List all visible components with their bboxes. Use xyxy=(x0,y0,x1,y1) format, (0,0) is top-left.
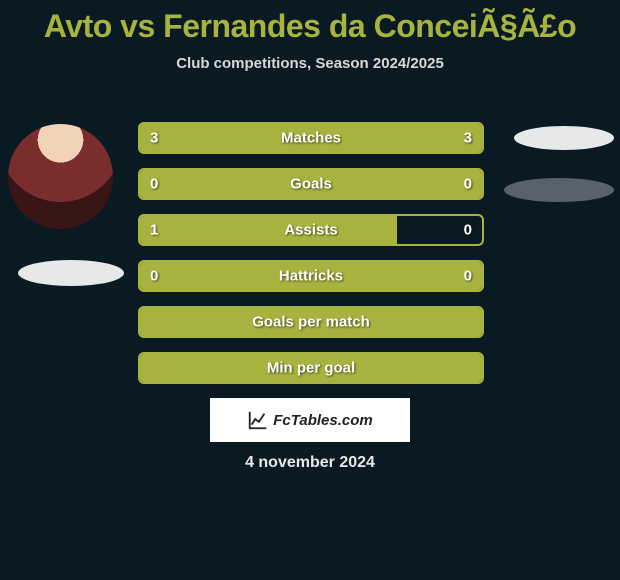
player-left-avatar xyxy=(8,124,113,229)
stat-value-right: 0 xyxy=(464,268,472,285)
chart-icon xyxy=(247,409,269,431)
stat-bar-left xyxy=(140,170,482,198)
stat-row: Min per goal xyxy=(138,352,484,384)
watermark: FcTables.com xyxy=(210,398,410,442)
stat-row: 10Assists xyxy=(138,214,484,246)
stat-value-right: 3 xyxy=(464,130,472,147)
player-left-shadow xyxy=(18,260,124,286)
page-title: Avto vs Fernandes da ConceiÃ§Ã£o xyxy=(0,0,620,45)
stats-container: 33Matches00Goals10Assists00HattricksGoal… xyxy=(138,122,484,398)
stat-row: Goals per match xyxy=(138,306,484,338)
stat-row: 00Hattricks xyxy=(138,260,484,292)
stat-value-left: 0 xyxy=(150,268,158,285)
stat-bar-left xyxy=(140,308,482,336)
stat-row: 33Matches xyxy=(138,122,484,154)
stat-bar-left xyxy=(140,216,397,244)
stat-value-left: 0 xyxy=(150,176,158,193)
stat-value-left: 3 xyxy=(150,130,158,147)
stat-bar-left xyxy=(140,262,482,290)
stat-value-right: 0 xyxy=(464,222,472,239)
date-label: 4 november 2024 xyxy=(0,454,620,472)
stat-bar-left xyxy=(140,124,311,152)
stat-value-right: 0 xyxy=(464,176,472,193)
player-right-shadow-2 xyxy=(504,178,614,202)
player-right-shadow-1 xyxy=(514,126,614,150)
watermark-text: FcTables.com xyxy=(273,412,372,429)
page-subtitle: Club competitions, Season 2024/2025 xyxy=(0,55,620,72)
stat-bar-left xyxy=(140,354,482,382)
stat-bar-right xyxy=(311,124,482,152)
stat-row: 00Goals xyxy=(138,168,484,200)
stat-value-left: 1 xyxy=(150,222,158,239)
